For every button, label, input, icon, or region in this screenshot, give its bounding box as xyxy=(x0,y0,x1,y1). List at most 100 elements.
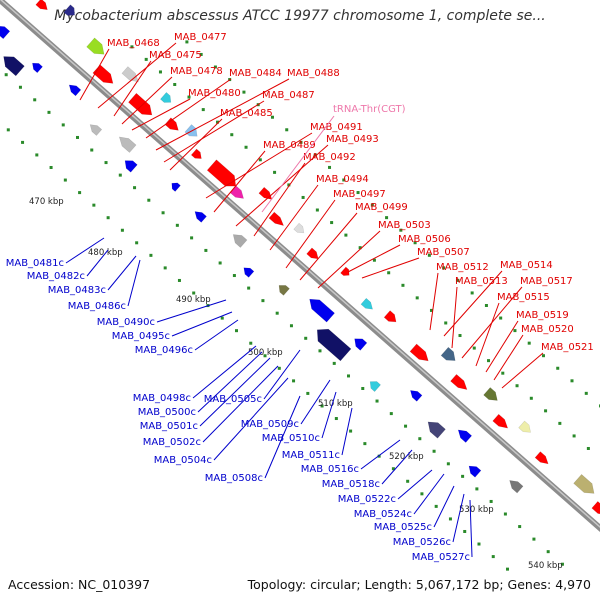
reverse-gene-label: MAB_0498c xyxy=(133,393,191,404)
tick-dot xyxy=(489,499,493,503)
tick-dot xyxy=(299,140,303,144)
tick-dot xyxy=(529,396,533,400)
tick-dot xyxy=(315,208,319,212)
tick-dot xyxy=(572,434,576,438)
tick-dot xyxy=(175,223,179,227)
forward-gene-28-shape xyxy=(591,501,600,516)
forward-gene-label: MAB_0478 xyxy=(170,66,223,77)
tick-dot xyxy=(375,399,379,403)
forward-gene-17-shape xyxy=(340,266,350,276)
forward-gene-label: MAB_0507 xyxy=(417,247,470,258)
forward-gene-label-leader xyxy=(131,98,191,131)
reverse-gene-label-leader xyxy=(192,345,257,399)
forward-gene-18 xyxy=(360,297,373,310)
tick-dot xyxy=(78,191,82,195)
tick-dot xyxy=(190,236,194,240)
tick-dot xyxy=(161,211,165,215)
forward-gene-20-shape xyxy=(409,343,429,362)
tick-dot xyxy=(35,153,39,157)
reverse-gene-label: MAB_0511c xyxy=(282,450,340,461)
tick-dot xyxy=(470,291,474,295)
reverse-gene-8-shape xyxy=(194,211,207,223)
tick-dot xyxy=(558,421,562,425)
tick-dot xyxy=(347,374,351,378)
tick-dot xyxy=(420,492,424,496)
forward-gene-14 xyxy=(268,211,285,227)
reverse-gene-19-shape xyxy=(468,465,482,478)
tick-dot xyxy=(235,329,239,333)
tick-dot xyxy=(377,454,381,458)
tick-dot xyxy=(501,371,505,375)
forward-gene-label-leader xyxy=(97,42,177,109)
reverse-gene-1 xyxy=(3,56,25,77)
tick-dot xyxy=(477,542,481,546)
tick-dot xyxy=(292,379,296,383)
tick-dot xyxy=(47,110,51,114)
forward-gene-23-shape xyxy=(483,387,498,401)
reverse-gene-4-shape xyxy=(89,124,103,136)
scale-tick-label: 490 kbp xyxy=(176,295,211,305)
scale-tick-label: 510 kbp xyxy=(318,399,353,409)
forward-gene-label: MAB_0477 xyxy=(174,32,227,43)
tick-dot xyxy=(130,45,134,49)
forward-gene-label: MAB_0512 xyxy=(436,262,489,273)
reverse-gene-label-leader xyxy=(360,439,401,470)
forward-gene-22-shape xyxy=(450,373,468,390)
tick-dot xyxy=(63,178,67,182)
tick-dot xyxy=(456,278,460,282)
forward-gene-28 xyxy=(591,501,600,516)
reverse-gene-1-shape xyxy=(3,56,25,77)
forward-gene-6 xyxy=(128,92,153,116)
forward-gene-label: MAB_0514 xyxy=(500,260,553,271)
scale-tick-label: 470 kbp xyxy=(29,197,64,207)
tick-dot xyxy=(76,135,80,139)
forward-gene-label-leader xyxy=(501,352,544,389)
reverse-gene-label-leader xyxy=(300,379,331,425)
tick-dot xyxy=(560,562,564,566)
tick-dot xyxy=(173,82,177,86)
reverse-gene-3 xyxy=(68,84,82,97)
reverse-gene-4 xyxy=(89,124,103,136)
tick-dot xyxy=(349,429,353,433)
tick-dot xyxy=(475,487,479,491)
tick-dot xyxy=(546,550,550,554)
rna-gene-label-leader xyxy=(261,115,335,213)
tick-dot xyxy=(306,391,310,395)
tick-dot xyxy=(491,555,495,559)
tick-dot xyxy=(391,467,395,471)
reverse-gene-7-shape xyxy=(171,182,181,192)
tick-dot xyxy=(118,173,122,177)
forward-gene-label-leader xyxy=(361,257,420,279)
reverse-gene-label-leader xyxy=(433,485,455,528)
forward-gene-label-leader xyxy=(347,244,401,273)
reverse-gene-label-leader xyxy=(86,249,109,277)
tick-dot xyxy=(104,161,108,165)
reverse-gene-label: MAB_0508c xyxy=(205,473,263,484)
tick-dot xyxy=(389,412,393,416)
tick-dot xyxy=(133,186,137,190)
forward-gene-1 xyxy=(35,0,48,11)
backbone-highlight xyxy=(0,0,600,528)
tick-dot xyxy=(247,286,251,290)
forward-gene-27-shape xyxy=(573,474,595,494)
forward-gene-12-shape xyxy=(229,185,244,199)
tick-dot xyxy=(556,366,560,370)
tick-dot xyxy=(313,153,317,157)
forward-gene-19-shape xyxy=(383,310,397,323)
tick-dot xyxy=(4,73,8,77)
reverse-gene-5-shape xyxy=(118,136,137,153)
forward-gene-label-leader xyxy=(253,162,306,237)
reverse-gene-label-leader xyxy=(107,255,137,291)
tick-dot xyxy=(463,529,467,533)
tick-dot xyxy=(406,479,410,483)
tick-dot xyxy=(570,379,574,383)
reverse-gene-label: MAB_0500c xyxy=(138,407,196,418)
tick-dot xyxy=(6,128,10,132)
forward-gene-label-leader xyxy=(113,60,152,117)
tick-dot xyxy=(544,409,548,413)
tick-dot xyxy=(149,253,153,257)
reverse-gene-11-shape xyxy=(278,285,290,296)
tick-dot xyxy=(448,517,452,521)
forward-gene-5 xyxy=(121,66,139,83)
